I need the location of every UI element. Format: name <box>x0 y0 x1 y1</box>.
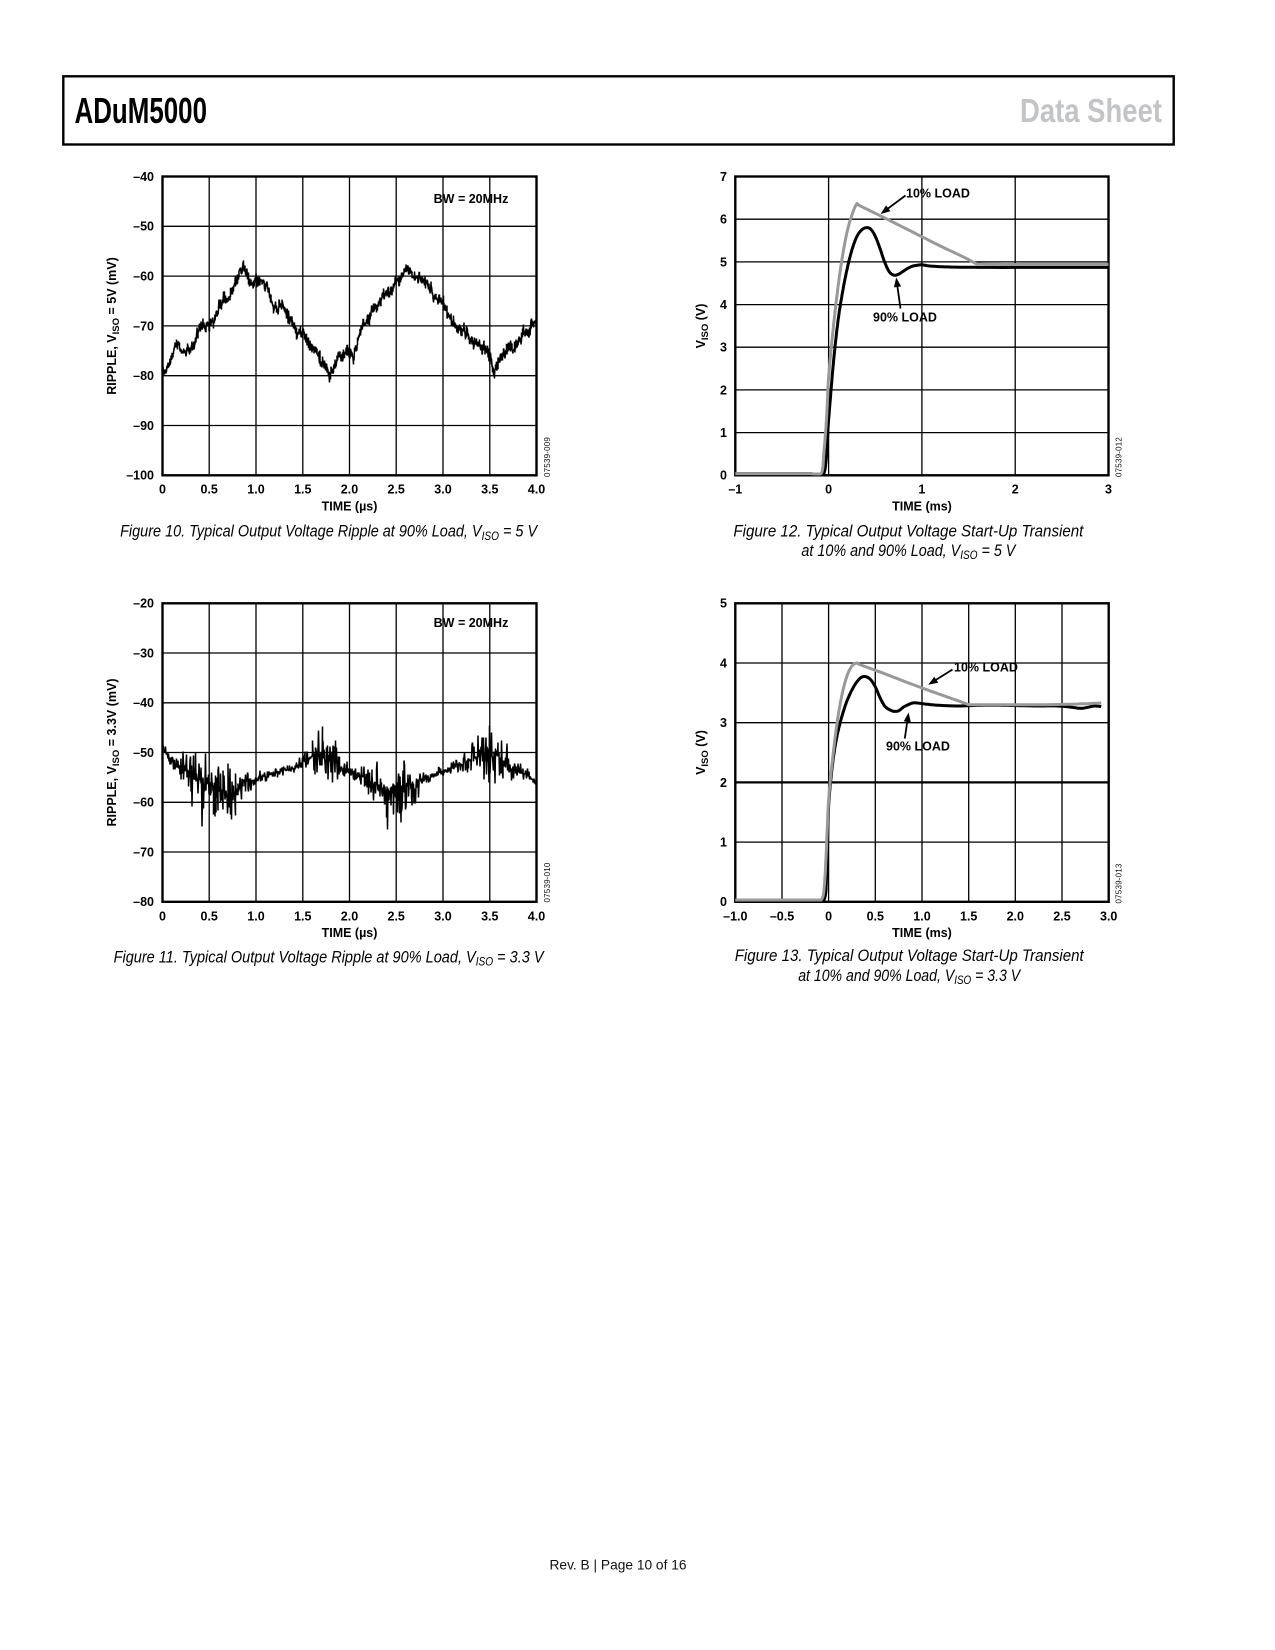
svg-text:Figure 12. Typical Output Volt: Figure 12. Typical Output Voltage Start-… <box>733 523 1084 541</box>
svg-text:3: 3 <box>720 716 727 730</box>
svg-text:07539-013: 07539-013 <box>1114 863 1123 903</box>
svg-text:RIPPLE, VISO = 5V (mV): RIPPLE, VISO = 5V (mV) <box>105 257 122 395</box>
svg-text:–60: –60 <box>133 270 154 284</box>
svg-text:–40: –40 <box>133 696 154 710</box>
svg-text:4.0: 4.0 <box>528 909 545 923</box>
svg-text:1.5: 1.5 <box>294 483 311 497</box>
svg-text:2.5: 2.5 <box>1053 909 1070 923</box>
svg-text:–60: –60 <box>133 796 154 810</box>
svg-text:3: 3 <box>720 341 727 355</box>
svg-text:3.5: 3.5 <box>481 909 498 923</box>
svg-text:1.0: 1.0 <box>247 909 264 923</box>
svg-text:TIME (µs): TIME (µs) <box>322 499 378 513</box>
svg-text:–1: –1 <box>728 483 742 497</box>
svg-text:1: 1 <box>918 483 925 497</box>
svg-text:2.5: 2.5 <box>388 909 405 923</box>
svg-text:3.0: 3.0 <box>1100 909 1117 923</box>
svg-text:–30: –30 <box>133 646 154 660</box>
svg-text:–80: –80 <box>133 369 154 383</box>
svg-text:ADuM5000: ADuM5000 <box>75 90 208 131</box>
svg-text:Figure 11. Typical Output Volt: Figure 11. Typical Output Voltage Ripple… <box>114 948 546 968</box>
svg-text:–50: –50 <box>133 746 154 760</box>
svg-text:4.0: 4.0 <box>528 483 545 497</box>
svg-text:0: 0 <box>825 909 832 923</box>
svg-text:at 10% and 90% Load, VISO = 5: at 10% and 90% Load, VISO = 5 V <box>801 542 1017 562</box>
svg-text:0.5: 0.5 <box>867 909 884 923</box>
svg-text:RIPPLE, VISO = 3.3V (mV): RIPPLE, VISO = 3.3V (mV) <box>105 678 122 826</box>
svg-text:0: 0 <box>720 469 727 483</box>
svg-text:–50: –50 <box>133 220 154 234</box>
svg-text:–40: –40 <box>133 170 154 184</box>
svg-text:–80: –80 <box>133 895 154 909</box>
svg-text:2: 2 <box>720 383 727 397</box>
svg-text:Figure 10. Typical Output Volt: Figure 10. Typical Output Voltage Ripple… <box>120 523 539 543</box>
svg-text:–70: –70 <box>133 319 154 333</box>
svg-text:–70: –70 <box>133 845 154 859</box>
svg-text:1.0: 1.0 <box>247 483 264 497</box>
svg-text:2: 2 <box>720 776 727 790</box>
svg-text:BW = 20MHz: BW = 20MHz <box>434 192 509 206</box>
svg-text:BW = 20MHz: BW = 20MHz <box>434 616 509 630</box>
svg-text:–90: –90 <box>133 419 154 433</box>
svg-text:7: 7 <box>720 170 727 184</box>
svg-text:90% LOAD: 90% LOAD <box>873 311 937 325</box>
svg-text:10% LOAD: 10% LOAD <box>954 661 1018 675</box>
svg-text:2.0: 2.0 <box>341 909 358 923</box>
svg-text:0: 0 <box>159 909 166 923</box>
svg-text:1: 1 <box>720 426 727 440</box>
svg-text:0: 0 <box>825 483 832 497</box>
svg-text:2: 2 <box>1012 483 1019 497</box>
svg-text:3.5: 3.5 <box>481 483 498 497</box>
svg-text:0.5: 0.5 <box>201 909 218 923</box>
svg-text:0: 0 <box>159 483 166 497</box>
svg-text:2.5: 2.5 <box>388 483 405 497</box>
svg-text:4: 4 <box>720 656 727 670</box>
svg-text:0: 0 <box>720 895 727 909</box>
svg-text:07539-009: 07539-009 <box>543 437 552 477</box>
svg-text:1.5: 1.5 <box>960 909 977 923</box>
svg-text:TIME (ms): TIME (ms) <box>892 499 952 513</box>
svg-text:4: 4 <box>720 298 727 312</box>
svg-text:1.0: 1.0 <box>913 909 930 923</box>
svg-text:TIME (µs): TIME (µs) <box>322 926 378 940</box>
svg-text:07539-012: 07539-012 <box>1114 437 1123 477</box>
svg-text:1.5: 1.5 <box>294 909 311 923</box>
svg-text:07539-010: 07539-010 <box>543 862 552 902</box>
svg-text:–20: –20 <box>133 597 154 611</box>
svg-text:3.0: 3.0 <box>434 909 451 923</box>
svg-text:10% LOAD: 10% LOAD <box>906 187 970 201</box>
svg-text:1: 1 <box>720 836 727 850</box>
svg-text:at 10% and 90% Load, VISO = 3.: at 10% and 90% Load, VISO = 3.3 V <box>798 967 1022 987</box>
svg-text:2.0: 2.0 <box>341 483 358 497</box>
svg-text:TIME (ms): TIME (ms) <box>892 926 952 940</box>
svg-text:3.0: 3.0 <box>434 483 451 497</box>
svg-text:5: 5 <box>720 255 727 269</box>
svg-text:90% LOAD: 90% LOAD <box>886 740 950 754</box>
svg-text:3: 3 <box>1105 483 1112 497</box>
svg-text:–0.5: –0.5 <box>770 909 794 923</box>
svg-text:Figure 13. Typical Output Volt: Figure 13. Typical Output Voltage Start-… <box>735 947 1085 965</box>
svg-text:–100: –100 <box>126 469 154 483</box>
svg-text:Data Sheet: Data Sheet <box>1020 92 1162 129</box>
svg-text:6: 6 <box>720 213 727 227</box>
svg-text:0.5: 0.5 <box>201 483 218 497</box>
svg-text:Rev. B | Page 10 of 16: Rev. B | Page 10 of 16 <box>550 1557 687 1573</box>
svg-text:5: 5 <box>720 597 727 611</box>
svg-text:–1.0: –1.0 <box>723 909 747 923</box>
svg-text:2.0: 2.0 <box>1007 909 1024 923</box>
